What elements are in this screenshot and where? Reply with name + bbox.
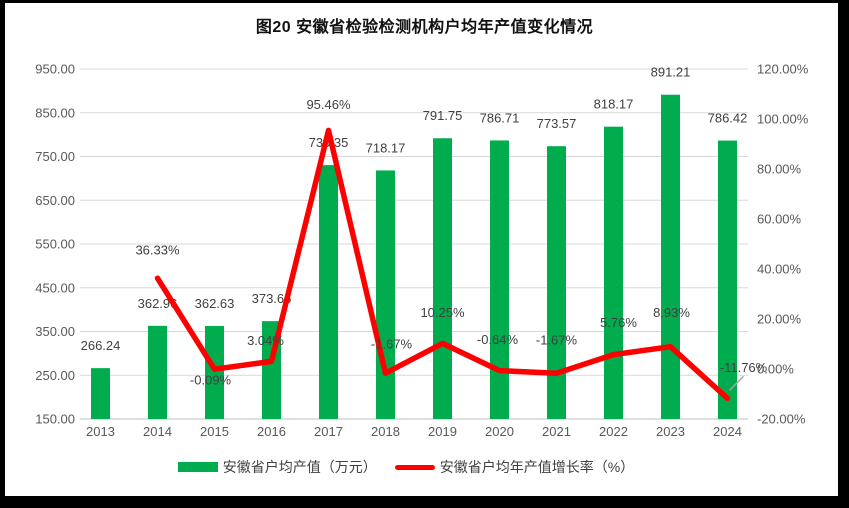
- bar-value-label: 818.17: [594, 97, 634, 112]
- x-tick-label: 2024: [713, 424, 742, 439]
- x-tick-label: 2017: [314, 424, 343, 439]
- bar-2022: [604, 126, 623, 419]
- x-tick-label: 2013: [86, 424, 115, 439]
- y-left-tick-label: 650.00: [35, 193, 75, 208]
- bar-2021: [547, 146, 566, 420]
- bar-2013: [91, 368, 110, 419]
- y-left-tick-label: 750.00: [35, 149, 75, 164]
- y-left-tick-label: 450.00: [35, 280, 75, 295]
- bar-2024: [718, 140, 737, 419]
- left-axis-ticks-group: 150.00 250.00 350.00 450.00 550.00 650.00 750.…: [35, 62, 75, 427]
- bar-value-label: 373.66: [252, 291, 292, 306]
- growth-rate-label: 3.04%: [247, 333, 284, 348]
- y-right-tick-label: 20.00%: [757, 312, 802, 327]
- growth-rate-label: 5.76%: [600, 315, 637, 330]
- x-tick-label: 2015: [200, 424, 229, 439]
- growth-rate-label: 8.93%: [653, 305, 690, 320]
- y-left-tick-label: 850.00: [35, 105, 75, 120]
- growth-rate-label: -11.76%: [720, 360, 768, 375]
- bar-series-swatch-icon: [177, 462, 218, 472]
- y-left-tick-label: 150.00: [35, 412, 75, 427]
- y-left-tick-label: 250.00: [35, 368, 75, 383]
- bar-value-label: 730.35: [309, 135, 349, 150]
- bar-2020: [490, 140, 509, 419]
- chart-background: [5, 3, 838, 496]
- line-series-swatch-icon: [394, 464, 435, 470]
- y-right-tick-label: 60.00%: [757, 212, 802, 227]
- bar-value-label: 266.24: [81, 338, 121, 353]
- bar-2015: [205, 325, 224, 419]
- x-tick-label: 2023: [656, 424, 685, 439]
- growth-rate-label: 36.33%: [135, 243, 180, 258]
- bar-2023: [661, 94, 680, 419]
- line-series-group: [154, 127, 731, 402]
- bar-value-label: 891.21: [651, 65, 691, 80]
- y-left-tick-label: 950.00: [35, 62, 75, 77]
- x-tick-label: 2020: [485, 424, 514, 439]
- bar-value-label: 786.71: [480, 110, 520, 125]
- bar-series-group: [91, 94, 737, 420]
- bar-2017: [319, 165, 338, 419]
- y-right-tick-label: 40.00%: [757, 262, 802, 277]
- label-leader-line: [728, 375, 745, 391]
- bar-value-label: 362.96: [138, 296, 178, 311]
- growth-rate-label: 10.25%: [420, 305, 465, 320]
- bar-value-label: 718.17: [366, 140, 406, 155]
- x-tick-label: 2022: [599, 424, 628, 439]
- right-axis-ticks-group: -20.00% 0.00% 20.00% 40.00% 60.00% 80.00% 100.…: [757, 62, 809, 427]
- y-right-tick-label: 120.00%: [757, 62, 809, 77]
- legend-item-bar: 安徽省户均产值（万元）: [177, 457, 377, 477]
- bar-value-label: 362.63: [195, 296, 235, 311]
- legend-line-label: 安徽省户均年产值增长率（%）: [439, 459, 635, 475]
- bar-labels-group: 266.24 362.96 362.63 373.66 730.35 718.17 791.…: [81, 65, 748, 353]
- bar-2018: [376, 170, 395, 419]
- y-right-tick-label: 0.00%: [757, 362, 794, 377]
- y-left-tick-label: 350.00: [35, 324, 75, 339]
- growth-rate-label: -0.09%: [190, 373, 232, 388]
- growth-rate-label: -0.64%: [477, 332, 519, 347]
- legend-item-line: 安徽省户均年产值增长率（%）: [394, 457, 635, 477]
- chart-legend: 安徽省户均产值（万元） 安徽省户均年产值增长率（%）: [0, 457, 812, 477]
- bar-2014: [148, 325, 167, 419]
- chart-title: 图20 安徽省检验检测机构户均年产值变化情况: [255, 19, 594, 36]
- bar-value-label: 786.42: [708, 111, 748, 126]
- bar-2019: [433, 138, 452, 419]
- bar-value-label: 791.75: [423, 108, 463, 123]
- growth-rate-label: -1.67%: [536, 333, 578, 348]
- growth-rate-line: [154, 127, 731, 402]
- grid-lines-group: [80, 68, 748, 420]
- bar-value-label: 773.57: [537, 116, 577, 131]
- x-tick-label: 2016: [257, 424, 286, 439]
- point-labels-group: 36.33% -0.09% 3.04% 95.46% -1.67% 10.25% -0.64…: [135, 97, 768, 391]
- y-left-tick-label: 550.00: [35, 237, 75, 252]
- growth-rate-label: 95.46%: [306, 97, 351, 112]
- x-tick-label: 2014: [143, 424, 172, 439]
- y-right-tick-label: -20.00%: [757, 412, 806, 427]
- growth-rate-label: -1.67%: [371, 337, 413, 352]
- x-tick-label: 2018: [371, 424, 400, 439]
- x-axis-ticks-group: 2013 2014 2015 2016 2017 2018 2019 2020 2021 2022…: [86, 424, 742, 439]
- legend-bar-label: 安徽省户均产值（万元）: [222, 459, 377, 475]
- x-tick-label: 2021: [542, 424, 571, 439]
- x-tick-label: 2019: [428, 424, 457, 439]
- y-right-tick-label: 80.00%: [757, 162, 802, 177]
- y-right-tick-label: 100.00%: [757, 112, 809, 127]
